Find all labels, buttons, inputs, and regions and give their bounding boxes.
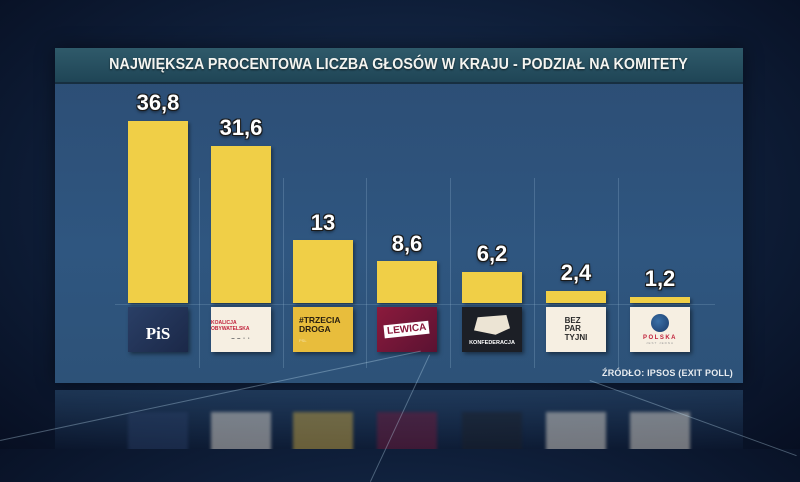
- bar-td: [293, 240, 353, 303]
- pjj-logo-sub: JEST JEDNA: [646, 341, 674, 345]
- bezpartyjni-logo: BEZ PAR TYJNI: [546, 307, 606, 352]
- bez-logo-line3: TYJNI: [564, 332, 588, 342]
- chart-title: NAJWIĘKSZA PROCENTOWA LICZBA GŁOSÓW W KR…: [109, 56, 689, 73]
- td-logo-reflection: [293, 412, 353, 449]
- lewica-logo-text: LEWICA: [383, 320, 431, 339]
- pis-logo: PiS: [128, 307, 188, 352]
- bez-logo-line2: PAR: [564, 324, 581, 334]
- value-label-td: 13: [310, 210, 336, 235]
- konf-logo-text: KONFEDERACJA: [469, 340, 515, 346]
- value-label-pjj: 1,2: [644, 266, 676, 291]
- value-label-bez: 2,4: [560, 260, 592, 285]
- gridline: [199, 178, 200, 368]
- floor-reflection: [55, 390, 743, 449]
- pjj-logo-text: POLSKA: [642, 335, 677, 341]
- ko-logo-reflection: [211, 412, 271, 449]
- bar-pis: [128, 121, 188, 303]
- bez-logo-line1: BEZ: [564, 315, 581, 325]
- lewica-logo: LEWICA: [377, 307, 437, 352]
- eagle-icon: [474, 315, 510, 335]
- gridline: [534, 178, 535, 368]
- gridline: [366, 178, 367, 368]
- td-logo-sub: PSL: [299, 338, 307, 343]
- pis-logo-text: PiS: [145, 323, 171, 343]
- bar-bezpartyjni: [546, 291, 606, 303]
- globe-icon: [651, 314, 669, 332]
- bar-ko: [211, 146, 271, 303]
- value-label-konf: 6,2: [476, 241, 508, 266]
- td-logo-text: #TRZECIA DROGA: [299, 315, 341, 334]
- bar-polska-jest-jedna: [630, 297, 690, 303]
- ko-logo-text: KOALICJA OBYWATELSKA: [211, 319, 250, 332]
- trzecia-droga-logo: #TRZECIA DROGA PSL: [293, 307, 353, 352]
- polska-jest-jedna-logo: POLSKA JEST JEDNA: [630, 307, 690, 352]
- pis-logo-reflection: [128, 412, 188, 449]
- title-bar: NAJWIĘKSZA PROCENTOWA LICZBA GŁOSÓW W KR…: [55, 48, 743, 84]
- koalicja-obywatelska-logo: KOALICJA OBYWATELSKA ▬ ▬ ● ●: [211, 307, 271, 352]
- value-label-lewica: 8,6: [391, 231, 423, 256]
- lewica-logo-reflection: [377, 412, 437, 449]
- gridline: [283, 178, 284, 368]
- konfederacja-logo: KONFEDERACJA: [462, 307, 522, 352]
- gridline: [618, 178, 619, 368]
- chart-panel: NAJWIĘKSZA PROCENTOWA LICZBA GŁOSÓW W KR…: [55, 48, 743, 383]
- source-note: ŹRÓDŁO: IPSOS (EXIT POLL): [602, 368, 733, 378]
- value-label-ko: 31,6: [219, 115, 263, 140]
- bar-lewica: [377, 261, 437, 303]
- gridline: [450, 178, 451, 368]
- value-label-pis: 36,8: [136, 90, 180, 115]
- bez-logo-reflection: [546, 412, 606, 449]
- pjj-logo-reflection: [630, 412, 690, 449]
- bar-konf: [462, 272, 522, 303]
- baseline: [115, 304, 715, 305]
- konf-logo-reflection: [462, 412, 522, 449]
- ko-logo-partners: ▬ ▬ ● ●: [231, 335, 251, 340]
